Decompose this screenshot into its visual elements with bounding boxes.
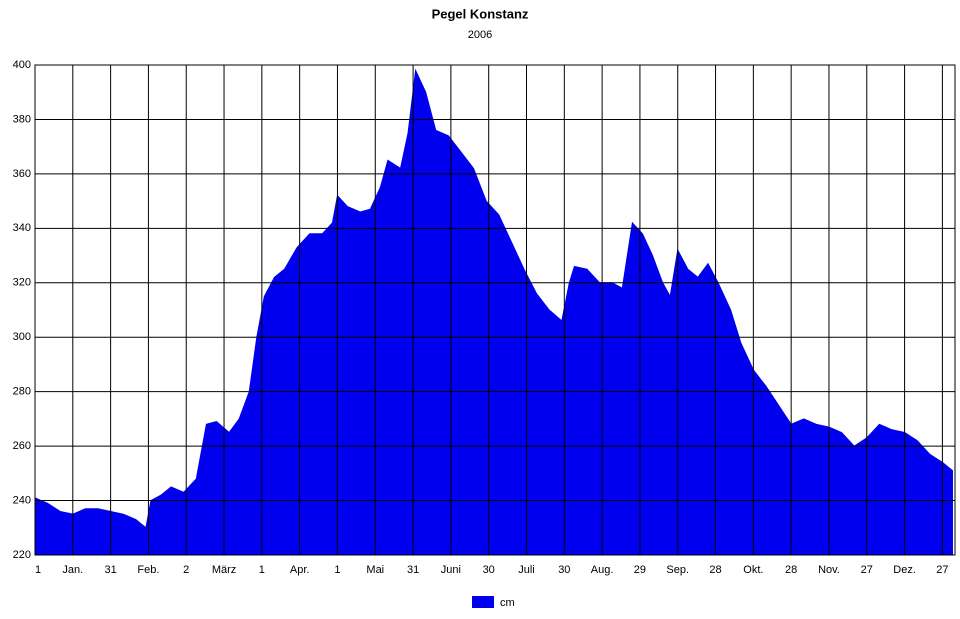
chart-title: Pegel Konstanz <box>432 6 529 21</box>
legend-label: cm <box>500 597 515 609</box>
x-tick-label: Jan. <box>62 564 83 576</box>
y-tick-label: 240 <box>13 494 31 506</box>
y-tick-label: 340 <box>13 222 31 234</box>
y-tick-label: 280 <box>13 386 31 398</box>
y-tick-label: 400 <box>13 59 31 71</box>
x-tick-label: 27 <box>936 564 948 576</box>
chart-subtitle: 2006 <box>468 29 492 41</box>
legend-swatch <box>472 596 494 608</box>
x-tick-label: 1 <box>259 564 265 576</box>
x-tick-label: 1 <box>35 564 41 576</box>
x-tick-label: Juli <box>518 564 535 576</box>
x-tick-label: 31 <box>407 564 419 576</box>
y-tick-label: 320 <box>13 277 31 289</box>
area <box>34 68 953 556</box>
x-tick-label: 30 <box>558 564 570 576</box>
x-tick-label: Feb. <box>137 564 159 576</box>
x-tick-label: Mai <box>366 564 384 576</box>
x-tick-label: Sep. <box>666 564 689 576</box>
x-tick-label: Dez. <box>893 564 916 576</box>
y-tick-label: 260 <box>13 440 31 452</box>
x-tick-label: 29 <box>634 564 646 576</box>
x-tick-label: 30 <box>483 564 495 576</box>
x-tick-label: 28 <box>785 564 797 576</box>
y-tick-label: 220 <box>13 549 31 561</box>
x-tick-label: 27 <box>861 564 873 576</box>
plot-border <box>34 64 956 556</box>
y-tick-label: 360 <box>13 168 31 180</box>
x-tick-label: 28 <box>709 564 721 576</box>
y-tick-label: 380 <box>13 113 31 125</box>
x-tick-label: Okt. <box>743 564 763 576</box>
x-tick-label: März <box>212 564 236 576</box>
y-tick-label: 300 <box>13 331 31 343</box>
x-tick-label: 2 <box>183 564 189 576</box>
x-tick-label: 31 <box>104 564 116 576</box>
x-tick-label: Apr. <box>290 564 310 576</box>
x-tick-label: Nov. <box>818 564 840 576</box>
x-tick-label: Aug. <box>591 564 614 576</box>
x-tick-label: 1 <box>334 564 340 576</box>
x-tick-label: Juni <box>441 564 461 576</box>
